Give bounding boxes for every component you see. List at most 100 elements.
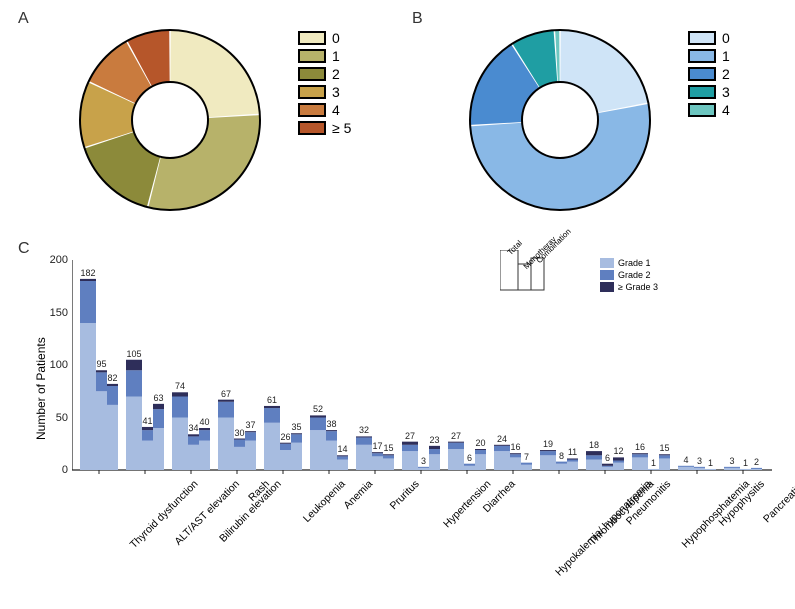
bar-segment xyxy=(264,406,280,408)
bar-segment xyxy=(337,460,348,471)
bar-segment xyxy=(678,466,694,467)
bar-segment xyxy=(172,418,188,471)
bar-segment xyxy=(475,454,486,470)
donut-chart-b xyxy=(445,10,675,240)
bar-value: 18 xyxy=(589,440,599,450)
ytick-label: 100 xyxy=(44,359,68,371)
bar-value: 105 xyxy=(126,349,141,359)
bar-segment xyxy=(280,450,291,470)
bar-value: 37 xyxy=(245,420,255,430)
bar-value: 8 xyxy=(559,451,564,461)
grade-legend-row: Grade 1 xyxy=(600,258,658,268)
bar-segment xyxy=(326,430,337,431)
legend-swatch xyxy=(298,67,326,81)
bar-segment xyxy=(310,418,326,431)
bar-segment xyxy=(448,449,464,470)
legend-row: 3 xyxy=(298,84,351,100)
grade-label: Grade 2 xyxy=(618,270,651,280)
bar-value: 74 xyxy=(175,381,185,391)
bar-segment xyxy=(80,323,96,470)
bar-segment xyxy=(199,428,210,430)
legend-row: 0 xyxy=(688,30,730,46)
bar-segment xyxy=(188,436,199,444)
bar-value: 26 xyxy=(280,432,290,442)
bar-segment xyxy=(418,468,429,470)
bar-segment xyxy=(602,466,613,467)
bar-segment xyxy=(567,458,578,459)
bar-segment xyxy=(740,469,751,470)
bar-segment xyxy=(724,468,740,470)
bar-segment xyxy=(126,397,142,471)
bar-segment xyxy=(694,468,705,470)
bar-segment xyxy=(632,457,648,470)
ytick-label: 0 xyxy=(44,464,68,476)
bar-segment xyxy=(586,460,602,471)
bar-value: 52 xyxy=(313,404,323,414)
bar-segment xyxy=(326,431,337,440)
bar-segment xyxy=(429,454,440,470)
bar-segment xyxy=(280,444,291,450)
y-axis-label: Number of Patients xyxy=(34,337,48,440)
bar-segment xyxy=(464,464,475,466)
bar-segment xyxy=(659,455,670,458)
bar-segment xyxy=(126,370,142,396)
legend-swatch xyxy=(298,85,326,99)
bar-segment xyxy=(291,443,302,470)
bar-segment xyxy=(310,430,326,470)
bar-value: 24 xyxy=(497,434,507,444)
bar-value: 3 xyxy=(697,456,702,466)
bar-segment xyxy=(613,461,624,463)
bar-chart-c xyxy=(72,255,795,485)
legend-label: 0 xyxy=(332,30,340,46)
bar-segment xyxy=(291,433,302,434)
panel-c-label: C xyxy=(18,240,30,258)
bar-segment xyxy=(153,428,164,470)
bar-value: 27 xyxy=(405,431,415,441)
bar-segment xyxy=(264,408,280,423)
bar-value: 63 xyxy=(153,393,163,403)
legend-label: 3 xyxy=(722,84,730,100)
bar-segment xyxy=(429,446,440,449)
bar-value: 7 xyxy=(524,452,529,462)
bar-segment xyxy=(153,409,164,428)
bar-value: 38 xyxy=(326,419,336,429)
bar-segment xyxy=(372,456,383,470)
bar-value: 27 xyxy=(451,431,461,441)
bar-segment xyxy=(475,450,486,454)
bar-segment xyxy=(280,443,291,444)
bar-value: 95 xyxy=(96,359,106,369)
panel-a-label: A xyxy=(18,10,29,28)
bar-segment xyxy=(540,455,556,470)
legend-row: 0 xyxy=(298,30,351,46)
bar-segment xyxy=(245,441,256,470)
legend-row: 1 xyxy=(688,48,730,64)
bar-segment xyxy=(96,372,107,391)
bar-segment xyxy=(291,434,302,442)
bar-segment xyxy=(694,467,705,468)
legend-label: 4 xyxy=(722,102,730,118)
bar-value: 20 xyxy=(475,438,485,448)
legend-row: 2 xyxy=(298,66,351,82)
bar-segment xyxy=(705,469,716,470)
bar-segment xyxy=(107,386,118,405)
legend-b: 01234 xyxy=(688,30,730,120)
bar-segment xyxy=(245,432,256,440)
bar-segment xyxy=(310,415,326,417)
legend-swatch xyxy=(688,85,716,99)
bar-segment xyxy=(540,450,556,451)
bar-segment xyxy=(448,443,464,449)
bar-segment xyxy=(556,464,567,470)
ytick-label: 200 xyxy=(44,254,68,266)
bar-segment xyxy=(356,436,372,437)
bar-value: 14 xyxy=(337,444,347,454)
grade-swatch xyxy=(600,270,614,280)
legend-label: ≥ 5 xyxy=(332,120,351,136)
panel-b-label: B xyxy=(412,10,423,28)
bar-segment xyxy=(218,400,234,402)
bar-segment xyxy=(245,431,256,432)
bar-value: 32 xyxy=(359,425,369,435)
category-label: Thyroid dysfunction xyxy=(128,478,201,551)
bar-segment xyxy=(372,452,383,453)
bar-segment xyxy=(402,442,418,445)
bar-segment xyxy=(494,446,510,451)
